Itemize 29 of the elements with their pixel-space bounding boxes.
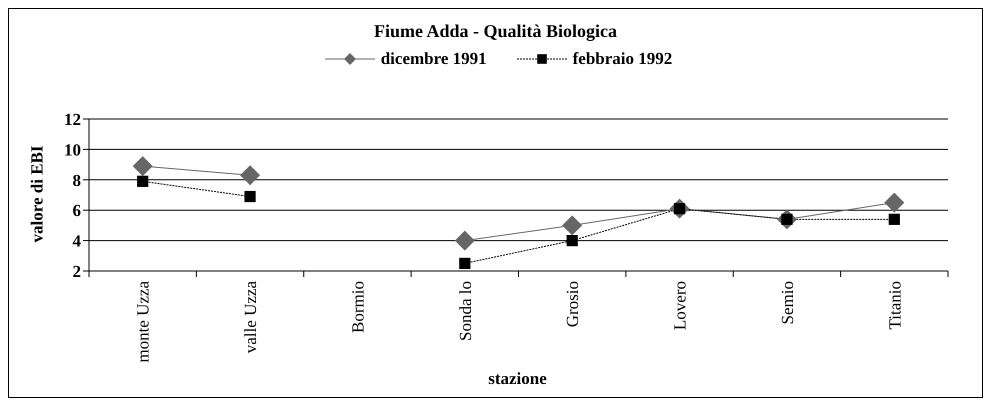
y-tick-label: 8 [72,170,81,190]
x-tick-label: Titanio [885,281,904,330]
point [566,235,578,246]
x-tick-label: valle Uzza [241,280,260,354]
point [884,192,904,213]
point [240,165,260,186]
y-tick-label: 10 [64,140,81,160]
point [888,214,900,225]
chart-title: Fiume Adda - Qualità Biologica [372,21,618,42]
y-axis-title: valore di EBI [27,146,47,242]
x-tick-label: Bormio [348,281,368,333]
y-tick-label: 2 [72,262,81,282]
x-tick-label: Grosio [563,281,582,328]
x-tick-label: Sonda lo [456,281,475,341]
point [454,230,475,251]
point [459,258,470,269]
x-axis-title: stazione [487,369,548,389]
x-tick-label: monte Uzza [134,280,153,363]
point [137,176,148,187]
point [132,156,153,176]
legend-label: dicembre 1991 [380,49,487,69]
legend-label: febbraio 1992 [572,49,672,69]
point [562,215,582,236]
point [244,190,256,202]
y-tick-label: 12 [64,110,81,130]
x-tick-label: Lovero [670,281,690,330]
x-tick-label: Semio [778,281,797,324]
y-tick-label: 6 [72,201,81,220]
y-tick-label: 4 [72,232,82,251]
